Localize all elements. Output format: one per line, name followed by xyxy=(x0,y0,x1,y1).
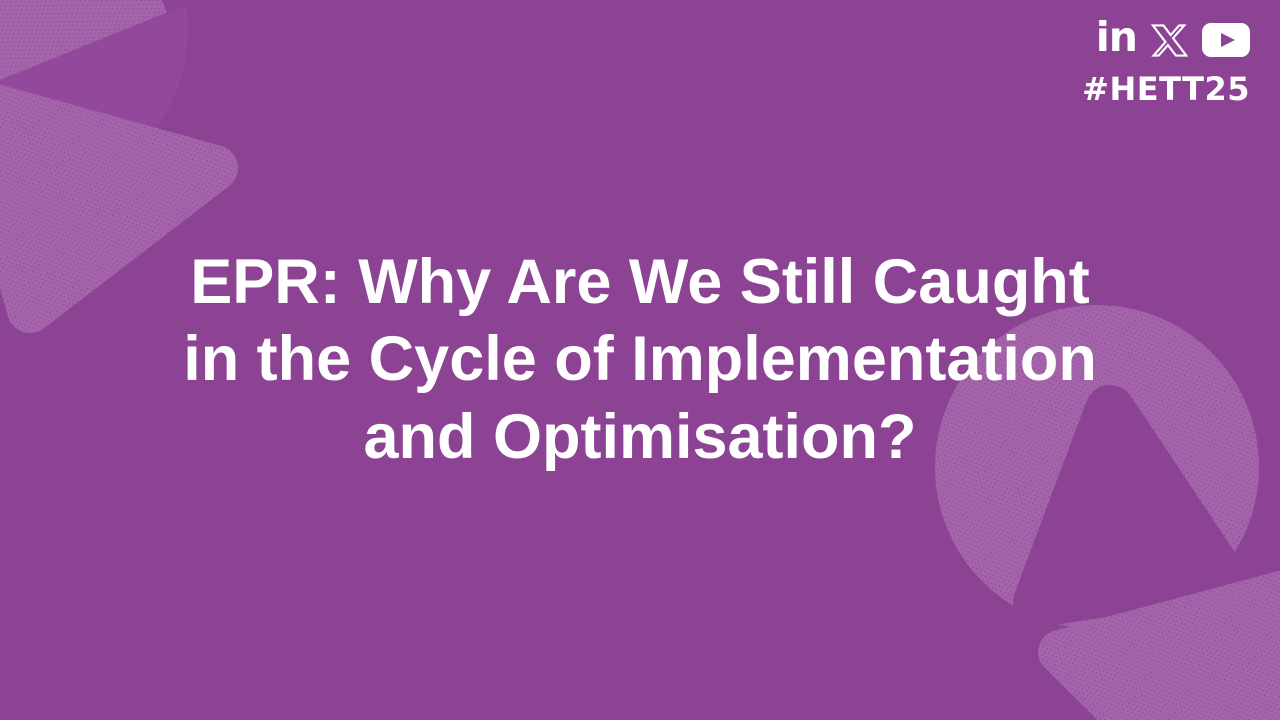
logo-circle-segment xyxy=(0,0,188,198)
title-line-1: EPR: Why Are We Still Caught xyxy=(190,246,1090,317)
logo-band-segment xyxy=(0,0,167,253)
logo-band-segment xyxy=(1038,570,1280,720)
title-line-2: in the Cycle of Implementation xyxy=(183,324,1097,395)
event-hashtag: #HETT25 xyxy=(1082,70,1250,108)
title-line-3: and Optimisation? xyxy=(363,401,917,472)
slide-title: EPR: Why Are We Still Caught in the Cycl… xyxy=(0,244,1280,476)
social-bar: in #HETT25 xyxy=(1082,12,1250,108)
x-icon[interactable] xyxy=(1151,22,1188,59)
youtube-icon[interactable] xyxy=(1202,23,1250,57)
social-icons-row: in xyxy=(1082,12,1250,62)
linkedin-icon[interactable]: in xyxy=(1095,12,1138,61)
